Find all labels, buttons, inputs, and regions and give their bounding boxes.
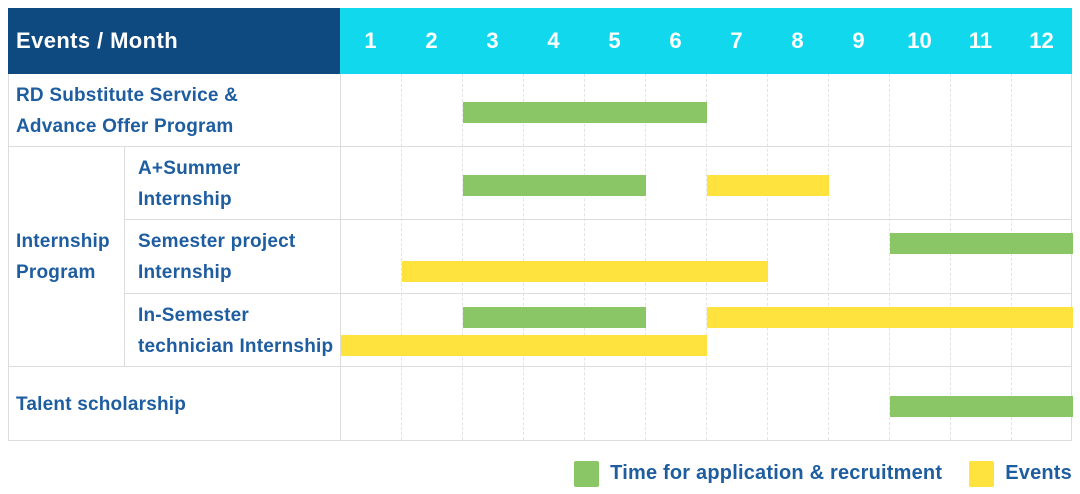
table-row: A+Summer Internship [9,147,1072,220]
table-row: In-Semester technician Internship [9,294,1073,367]
gantt-bar-events [707,307,1073,328]
row-divider [9,146,1072,147]
month-gridline [462,74,463,440]
month-header-cell: 12 [1029,28,1054,53]
gantt-bar-application [463,307,646,328]
table-corner-header: Events / Month [8,8,340,74]
row-label-text: In-Semester technician Internship [138,304,334,357]
row-label: A+Summer Internship [125,147,341,220]
gantt-bar-application [890,233,1073,254]
row-label-text: A+Summer Internship [138,157,241,210]
month-gridline [706,74,707,440]
legend: Time for application & recruitment Events [574,458,1072,489]
table-header-title: Events / Month [16,28,179,53]
month-gridline [401,74,402,440]
month-header-cell: 10 [907,28,932,53]
row-label-text: Talent scholarship [16,393,187,415]
month-header-cell: 8 [791,28,804,53]
gantt-bar-application [463,102,707,123]
month-header-cell: 11 [968,28,993,53]
month-header-cell: 1 [364,28,377,53]
group-label-text: Internship Program [16,231,110,283]
row-label: RD Substitute Service & Advance Offer Pro… [9,74,341,147]
row-divider [125,293,1072,294]
legend-item-application: Time for application & recruitment [574,460,943,487]
group-label: Internship Program [9,147,125,367]
month-header-cell: 3 [486,28,499,53]
month-header-row: 1 2 3 4 5 6 7 8 9 10 11 12 [340,8,1072,74]
row-label: In-Semester technician Internship [125,294,341,367]
month-header-cell: 9 [852,28,865,53]
gantt-bar-application [463,175,646,196]
row-label-text: Semester project Internship [138,231,296,283]
month-header-cell: 5 [608,28,621,53]
legend-swatch-events [969,460,995,487]
month-gridline [1011,74,1012,440]
month-gridline [828,74,829,440]
row-chart-area [341,147,1072,220]
row-divider [9,366,1072,367]
row-chart-area [341,367,1073,441]
row-label-text: RD Substitute Service & Advance Offer Pro… [16,84,239,137]
legend-swatch-application [574,460,600,487]
table-body: RD Substitute Service & Advance Offer Pro… [8,74,1073,441]
row-chart-area [341,294,1073,367]
table-row: RD Substitute Service & Advance Offer Pro… [9,74,1072,147]
gantt-bar-events [341,335,707,356]
row-label: Semester project Internship [125,220,341,294]
month-gridline [889,74,890,440]
month-header-cell: 6 [669,28,682,53]
row-divider [125,219,1072,220]
month-header-cell: 2 [425,28,438,53]
month-header-cell: 7 [730,28,743,53]
row-chart-area [341,220,1073,294]
month-gridline [523,74,524,440]
legend-label: Events [1005,462,1072,484]
gantt-bar-events [402,261,768,282]
month-gridline [767,74,768,440]
label-chart-divider [340,74,341,440]
row-chart-area [341,74,1072,147]
gantt-bar-application [890,396,1073,417]
legend-label: Time for application & recruitment [610,462,943,484]
events-month-table: Events / Month 1 2 3 4 5 6 7 8 9 10 11 12 RD Substi… [8,8,1073,441]
month-gridline [950,74,951,440]
table-row: Talent scholarship [9,367,1073,441]
month-gridline [645,74,646,440]
month-gridline [584,74,585,440]
row-label: Talent scholarship [9,367,341,441]
table-row: Semester project Internship [9,220,1073,294]
month-header-cell: 4 [547,28,560,53]
legend-item-events: Events [969,460,1072,487]
gantt-bar-events [707,175,829,196]
